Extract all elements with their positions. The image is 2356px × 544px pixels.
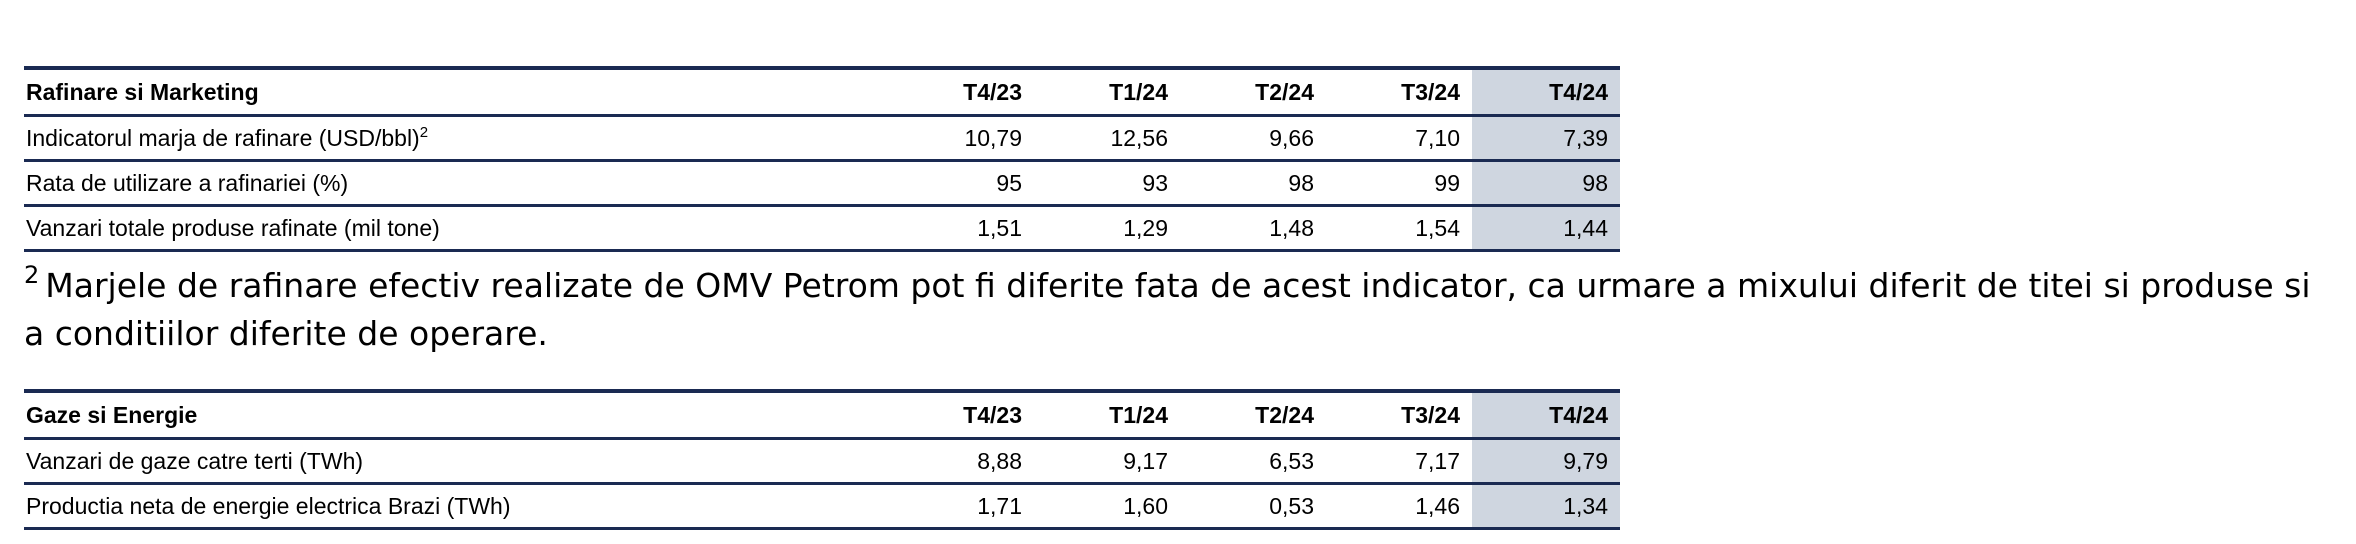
table-header-row: Gaze si Energie T4/23 T1/24 T2/24 T3/24 … (24, 391, 1620, 439)
table-row: Vanzari totale produse rafinate (mil ton… (24, 205, 1620, 251)
row-label: Vanzari de gaze catre terti (TWh) (26, 447, 364, 474)
column-header: T2/24 (1255, 401, 1314, 428)
cell-value: 1,46 (1415, 492, 1460, 519)
cell-value: 1,48 (1269, 214, 1314, 241)
cell-value-highlighted: 98 (1472, 160, 1620, 206)
table-title: Rafinare si Marketing (26, 78, 259, 105)
row-label: Indicatorul marja de rafinare (USD/bbl)2 (24, 116, 888, 161)
cell-value: 1,29 (1123, 214, 1168, 241)
cell-value-highlighted: 1,34 (1472, 483, 1620, 529)
row-label: Rata de utilizare a rafinariei (%) (26, 169, 349, 196)
column-header: T3/24 (1401, 401, 1460, 428)
cell-value: 1,71 (977, 492, 1022, 519)
footnote: 2 Marjele de rafinare efectiv realizate d… (24, 262, 2324, 358)
refining-marketing-table: Rafinare si Marketing T4/23 T1/24 T2/24 … (24, 66, 1620, 252)
table-row: Productia neta de energie electrica Braz… (24, 483, 1620, 529)
column-header: T1/24 (1109, 78, 1168, 105)
cell-value: 7,10 (1415, 124, 1460, 151)
cell-value: 93 (1142, 169, 1168, 196)
cell-value: 0,53 (1269, 492, 1314, 519)
cell-value: 1,51 (977, 214, 1022, 241)
column-header: T4/23 (963, 401, 1022, 428)
table-title: Gaze si Energie (26, 401, 198, 428)
cell-value: 8,88 (977, 447, 1022, 474)
column-header-highlighted: T4/24 (1472, 391, 1620, 439)
cell-value: 12,56 (1110, 124, 1168, 151)
table-row: Rata de utilizare a rafinariei (%) 95 93… (24, 160, 1620, 206)
row-label: Vanzari totale produse rafinate (mil ton… (26, 214, 440, 241)
cell-value-highlighted: 7,39 (1472, 115, 1620, 161)
cell-value: 7,17 (1415, 447, 1460, 474)
cell-value: 6,53 (1269, 447, 1314, 474)
row-label-text: Indicatorul marja de rafinare (USD/bbl) (26, 124, 420, 151)
column-header: T4/23 (963, 78, 1022, 105)
cell-value-highlighted: 9,79 (1472, 438, 1620, 484)
cell-value: 95 (996, 169, 1022, 196)
cell-value-highlighted: 1,44 (1472, 205, 1620, 251)
cell-value: 10,79 (964, 124, 1022, 151)
cell-value: 1,54 (1415, 214, 1460, 241)
column-header: T2/24 (1255, 78, 1314, 105)
column-header-highlighted: T4/24 (1472, 68, 1620, 116)
column-header: T3/24 (1401, 78, 1460, 105)
table-header-row: Rafinare si Marketing T4/23 T1/24 T2/24 … (24, 68, 1620, 116)
footnote-number: 2 (24, 261, 40, 289)
gas-energy-table: Gaze si Energie T4/23 T1/24 T2/24 T3/24 … (24, 389, 1620, 530)
cell-value: 9,66 (1269, 124, 1314, 151)
column-header: T1/24 (1109, 401, 1168, 428)
footnote-marker: 2 (419, 123, 429, 141)
row-label: Productia neta de energie electrica Braz… (26, 492, 511, 519)
cell-value: 98 (1288, 169, 1314, 196)
cell-value: 1,60 (1123, 492, 1168, 519)
cell-value: 99 (1434, 169, 1460, 196)
table-row: Indicatorul marja de rafinare (USD/bbl)2… (24, 115, 1620, 161)
cell-value: 9,17 (1123, 447, 1168, 474)
table-row: Vanzari de gaze catre terti (TWh) 8,88 9… (24, 438, 1620, 484)
footnote-text: Marjele de rafinare efectiv realizate de… (24, 266, 2311, 353)
